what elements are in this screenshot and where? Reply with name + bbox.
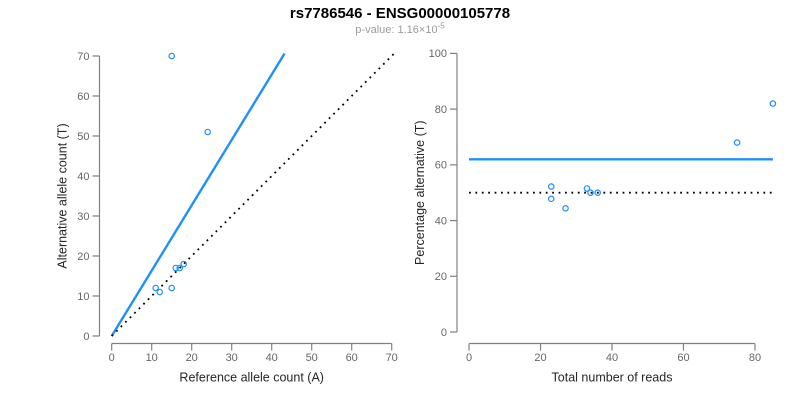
x-tick-label: 20 [186, 352, 198, 364]
x-tick-label: 70 [386, 352, 398, 364]
y-tick-label: 10 [77, 291, 89, 303]
p-value-exponent: -5 [437, 21, 445, 31]
x-tick-label: 30 [226, 352, 238, 364]
x-axis-title: Total number of reads [552, 371, 673, 385]
data-point [562, 205, 569, 212]
data-point [172, 264, 180, 272]
y-tick-label: 70 [77, 51, 89, 63]
x-tick-label: 20 [534, 352, 546, 364]
y-axis-title: Alternative allele count (T) [56, 123, 70, 268]
data-point [547, 183, 555, 190]
data-point [594, 189, 602, 197]
y-tick-label: 60 [435, 160, 447, 172]
data-point [769, 100, 777, 107]
p-value-label: p-value: [355, 24, 398, 36]
expected-ratio-dotted-line [111, 53, 395, 337]
x-tick-label: 60 [677, 352, 689, 364]
x-tick-label: 0 [109, 352, 115, 364]
data-point [733, 139, 741, 146]
x-tick-label: 60 [346, 352, 358, 364]
data-point [180, 260, 188, 268]
y-tick-label: 30 [77, 211, 89, 223]
data-point [583, 185, 591, 192]
data-point [176, 264, 184, 272]
p-value-subtitle: p-value: 1.16×10-5 [0, 21, 800, 36]
figure-title: rs7786546 - ENSG00000105778 [289, 5, 511, 22]
x-tick-label: 50 [306, 352, 318, 364]
fit-line [110, 52, 286, 337]
x-tick-label: 80 [749, 352, 761, 364]
data-point [168, 52, 176, 60]
x-tick-label: 0 [466, 352, 472, 364]
y-tick-label: 40 [435, 215, 447, 227]
x-tick-label: 40 [266, 352, 278, 364]
x-tick-label: 10 [146, 352, 158, 364]
data-point [168, 284, 176, 292]
y-tick-label: 20 [435, 271, 447, 283]
data-point [152, 284, 160, 292]
y-tick-label: 50 [77, 131, 89, 143]
y-tick-label: 100 [429, 48, 447, 60]
y-tick-label: 60 [77, 91, 89, 103]
x-tick-label: 40 [606, 352, 618, 364]
data-point [587, 189, 594, 197]
x-axis-title: Reference allele count (A) [179, 371, 324, 385]
y-tick-label: 0 [441, 327, 447, 339]
p-value-mantissa: 1.16×10 [397, 24, 438, 36]
y-axis-title: Percentage alternative (T) [413, 120, 427, 265]
y-tick-label: 40 [77, 171, 89, 183]
data-point [204, 128, 212, 136]
data-point [156, 288, 164, 296]
y-tick-label: 0 [83, 331, 89, 343]
y-tick-label: 20 [77, 251, 89, 263]
data-point [547, 195, 555, 203]
y-tick-label: 80 [435, 104, 447, 116]
